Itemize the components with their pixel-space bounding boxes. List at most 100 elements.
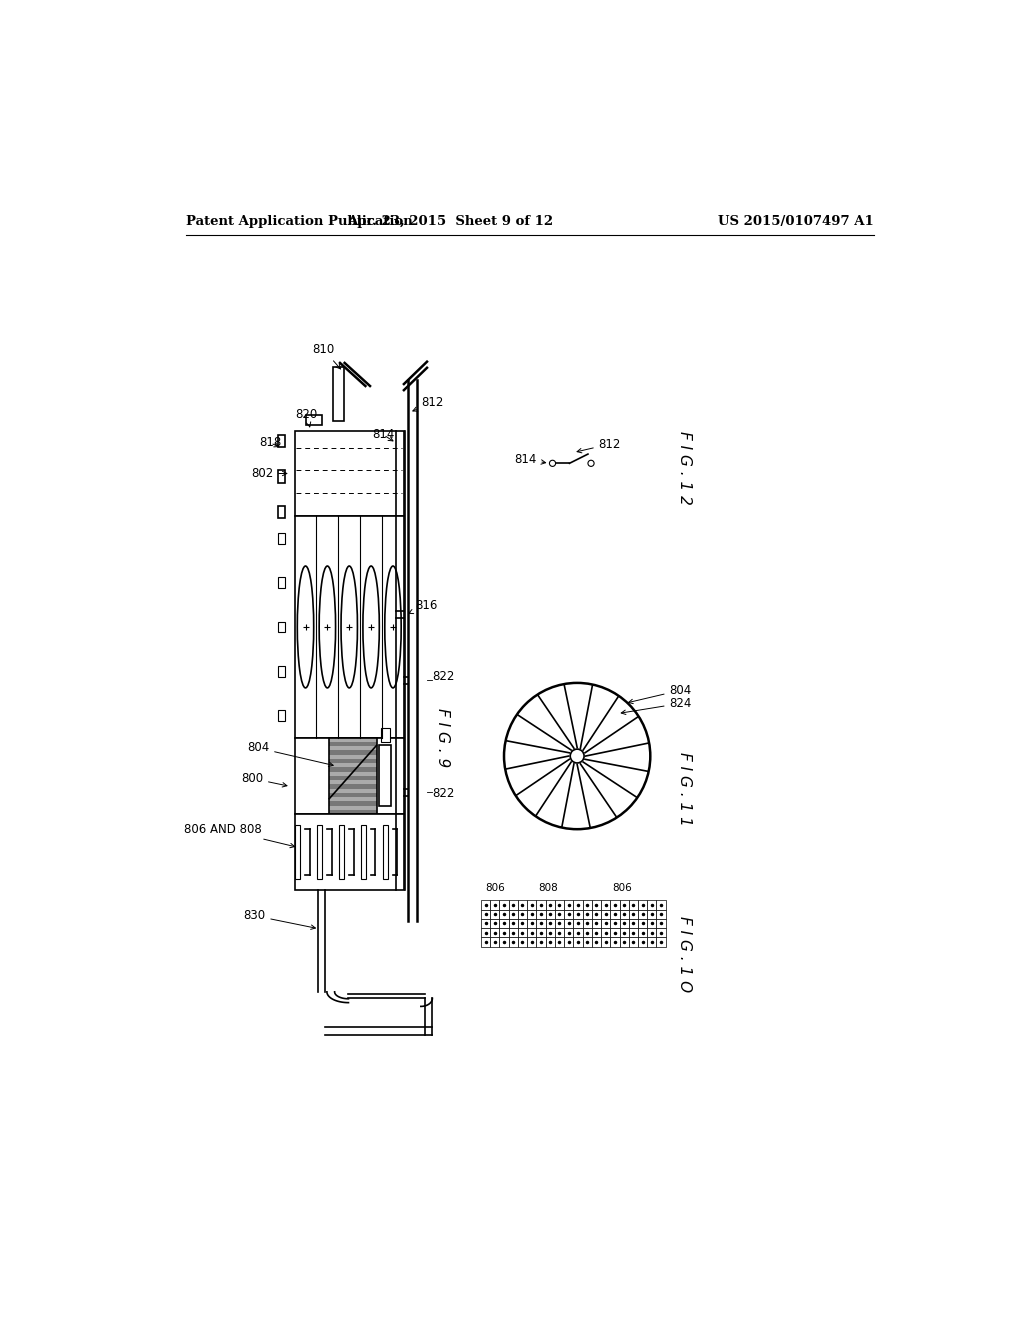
Text: 830: 830 [243,909,315,929]
Circle shape [550,461,556,466]
Bar [330,788,377,793]
Bar [537,909,546,919]
Text: US 2015/0107497 A1: US 2015/0107497 A1 [718,215,873,228]
Bar [509,909,518,919]
Bar [500,928,509,937]
Bar [647,900,656,909]
Bar [656,937,666,946]
Bar [527,909,537,919]
Ellipse shape [319,566,336,688]
Bar [629,919,638,928]
Bar [330,772,377,776]
Bar [546,909,555,919]
Text: 816: 816 [409,599,438,614]
Bar [295,825,300,879]
Bar [306,416,322,425]
Bar [546,900,555,909]
Bar [500,919,509,928]
Bar [278,577,286,587]
Bar [481,928,490,937]
Ellipse shape [362,566,379,688]
Bar [360,825,366,879]
Bar [330,759,377,763]
Bar [278,710,286,721]
Bar [564,900,573,909]
Bar [339,825,344,879]
Bar [555,900,564,909]
Bar [601,937,610,946]
Bar [610,919,620,928]
Ellipse shape [341,566,357,688]
Bar [647,937,656,946]
Bar [629,937,638,946]
Bar [564,937,573,946]
Bar [656,900,666,909]
Bar [527,937,537,946]
Bar [601,928,610,937]
Text: 812: 812 [578,437,622,453]
Bar [330,746,377,751]
Bar [564,928,573,937]
Bar [518,937,527,946]
Bar [500,937,509,946]
Bar [295,430,403,516]
Bar [330,776,377,780]
Bar [573,909,583,919]
Bar [592,919,601,928]
Bar [537,919,546,928]
Bar [592,900,601,909]
Bar [537,937,546,946]
Bar [656,919,666,928]
Bar [518,928,527,937]
Bar [583,900,592,909]
Bar [583,909,592,919]
Bar [278,434,286,447]
Bar [638,909,647,919]
Bar [546,919,555,928]
Bar [330,767,377,772]
Bar [381,727,390,742]
Text: 806 AND 808: 806 AND 808 [183,822,295,847]
Bar [490,928,500,937]
Bar [333,367,344,421]
Text: 818: 818 [259,437,282,450]
Bar [564,919,573,928]
Bar [518,909,527,919]
Bar [527,919,537,928]
Bar [583,919,592,928]
Bar [330,797,377,801]
Bar [610,928,620,937]
Text: F I G . 1 O: F I G . 1 O [678,916,692,993]
Bar [278,665,286,677]
Bar [481,909,490,919]
Text: 814: 814 [373,429,394,441]
Bar [573,919,583,928]
Bar [647,928,656,937]
Bar [620,928,629,937]
Text: 824: 824 [622,697,692,714]
Text: Apr. 23, 2015  Sheet 9 of 12: Apr. 23, 2015 Sheet 9 of 12 [347,215,553,228]
Text: F I G . 1 2: F I G . 1 2 [678,432,692,506]
Bar [330,784,377,788]
Bar [555,937,564,946]
Bar [500,900,509,909]
Bar [573,928,583,937]
Bar [647,909,656,919]
Bar [583,937,592,946]
Bar [490,919,500,928]
Circle shape [588,461,594,466]
Bar [638,900,647,909]
Bar [481,937,490,946]
Bar [629,928,638,937]
Bar [330,801,377,805]
Bar [620,909,629,919]
Bar [620,919,629,928]
Text: 806: 806 [484,883,505,894]
Bar [555,928,564,937]
Bar [546,928,555,937]
Bar [379,746,391,807]
Bar [278,470,286,483]
Bar [509,928,518,937]
Text: 822: 822 [432,787,455,800]
Text: 812: 812 [413,396,444,412]
